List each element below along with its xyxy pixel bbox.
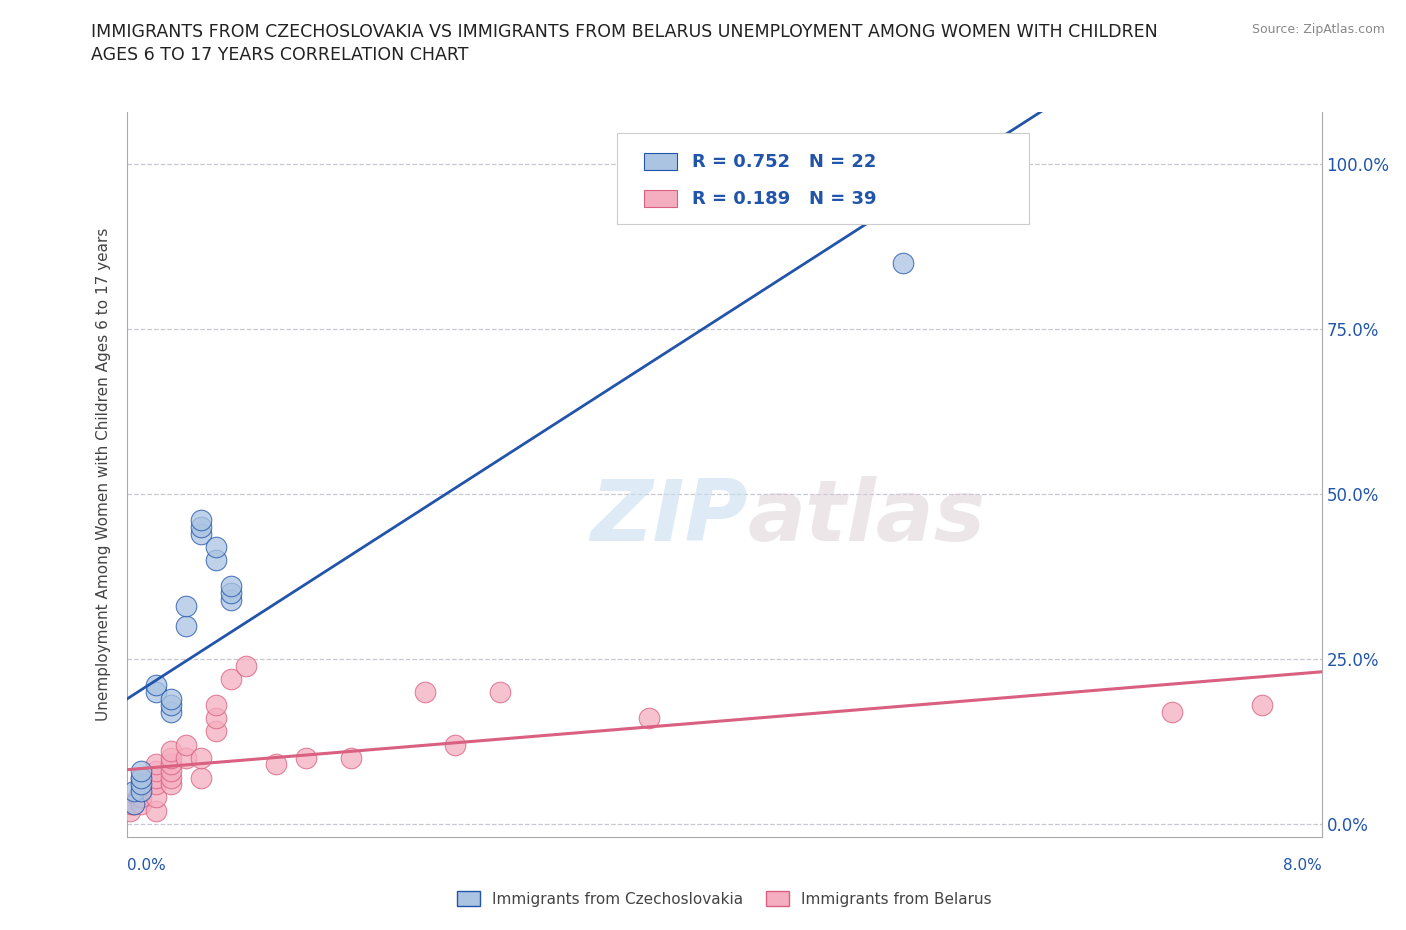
Point [131, 764, 153, 778]
Point [145, 770, 167, 785]
Point [489, 684, 512, 699]
Point [122, 797, 145, 812]
Point [190, 751, 212, 765]
Point [131, 790, 153, 804]
Point [174, 751, 197, 765]
Text: ZIP: ZIP [591, 476, 748, 559]
Point [160, 751, 183, 765]
Point [444, 737, 467, 752]
Point [145, 684, 167, 699]
Text: 8.0%: 8.0% [1282, 857, 1322, 872]
Point [205, 711, 228, 725]
Point [190, 770, 212, 785]
Y-axis label: Unemployment Among Women with Children Ages 6 to 17 years: Unemployment Among Women with Children A… [96, 228, 111, 721]
Point [127, 790, 149, 804]
Legend: Immigrants from Czechoslovakia, Immigrants from Belarus: Immigrants from Czechoslovakia, Immigran… [450, 884, 998, 912]
Point [219, 579, 242, 594]
Point [174, 618, 197, 633]
Point [160, 744, 183, 759]
Point [219, 586, 242, 601]
Point [294, 751, 316, 765]
Point [264, 757, 287, 772]
Point [145, 678, 167, 693]
Point [131, 783, 153, 798]
Point [160, 777, 183, 791]
Point [160, 691, 183, 706]
Text: IMMIGRANTS FROM CZECHOSLOVAKIA VS IMMIGRANTS FROM BELARUS UNEMPLOYMENT AMONG WOM: IMMIGRANTS FROM CZECHOSLOVAKIA VS IMMIGR… [91, 23, 1159, 41]
Point [891, 256, 914, 271]
Point [1161, 704, 1184, 719]
Point [190, 526, 212, 541]
Point [131, 770, 153, 785]
Point [120, 797, 142, 812]
Point [145, 757, 167, 772]
Point [131, 777, 153, 791]
Point [122, 797, 145, 812]
Point [131, 797, 153, 812]
Point [131, 783, 153, 798]
Point [190, 513, 212, 528]
Point [145, 790, 167, 804]
Point [145, 764, 167, 778]
Point [638, 711, 661, 725]
Text: R = 0.189   N = 39: R = 0.189 N = 39 [692, 190, 876, 207]
Point [339, 751, 361, 765]
Point [205, 539, 228, 554]
Point [205, 552, 228, 567]
Point [118, 804, 141, 818]
Point [205, 698, 228, 712]
FancyBboxPatch shape [616, 133, 1029, 224]
Point [131, 777, 153, 791]
Point [190, 520, 212, 535]
Text: atlas: atlas [748, 476, 986, 559]
Text: 0.0%: 0.0% [127, 857, 166, 872]
Point [219, 592, 242, 607]
Point [160, 757, 183, 772]
Point [160, 764, 183, 778]
Point [145, 804, 167, 818]
Point [413, 684, 436, 699]
Point [1250, 698, 1272, 712]
Point [174, 737, 197, 752]
Point [205, 724, 228, 739]
Point [122, 783, 145, 798]
Bar [644, 190, 678, 207]
Point [160, 770, 183, 785]
Point [160, 704, 183, 719]
Point [160, 698, 183, 712]
Text: AGES 6 TO 17 YEARS CORRELATION CHART: AGES 6 TO 17 YEARS CORRELATION CHART [91, 46, 468, 64]
Point [131, 770, 153, 785]
Bar [644, 153, 678, 170]
Text: R = 0.752   N = 22: R = 0.752 N = 22 [692, 153, 876, 171]
Point [219, 671, 242, 686]
Point [145, 777, 167, 791]
Point [235, 658, 257, 673]
Point [174, 599, 197, 614]
Text: Source: ZipAtlas.com: Source: ZipAtlas.com [1251, 23, 1385, 36]
